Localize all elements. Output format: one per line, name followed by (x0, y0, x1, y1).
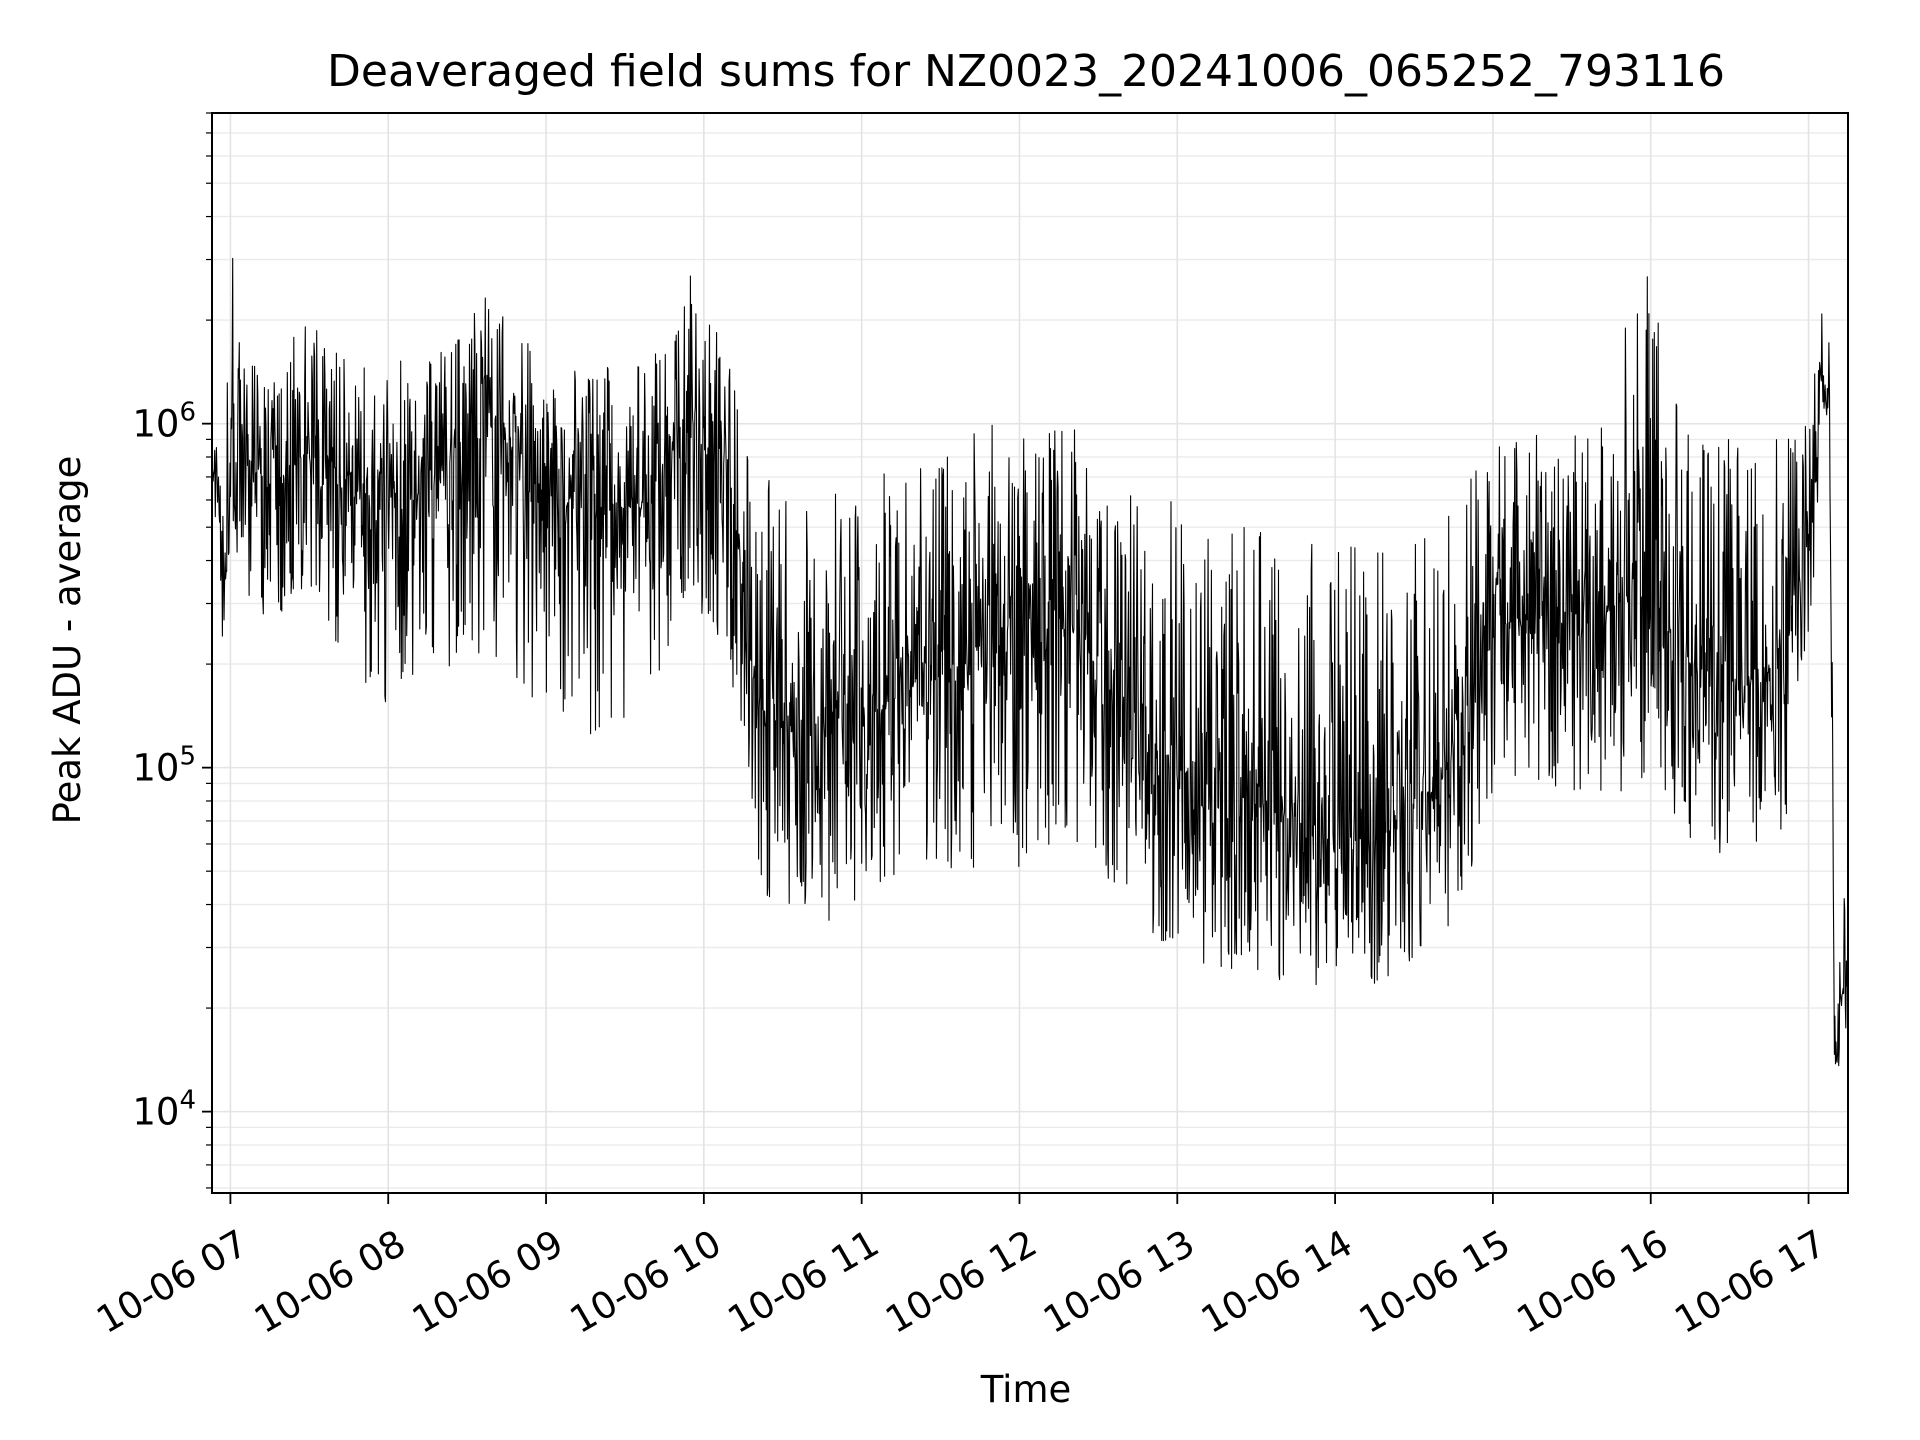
chart-title: Deaveraged field sums for NZ0023_2024100… (327, 46, 1725, 97)
y-tick-label: 105 (132, 742, 196, 790)
y-tick-label: 104 (132, 1086, 196, 1134)
x-axis-label: Time (980, 1368, 1072, 1411)
data-series (211, 257, 1849, 1067)
series-line (211, 257, 1849, 1067)
plot-frame (211, 112, 1849, 1194)
axis-ticks (202, 112, 1810, 1204)
y-tick-label: 106 (132, 398, 196, 446)
y-axis-label: Peak ADU - average (46, 456, 89, 825)
